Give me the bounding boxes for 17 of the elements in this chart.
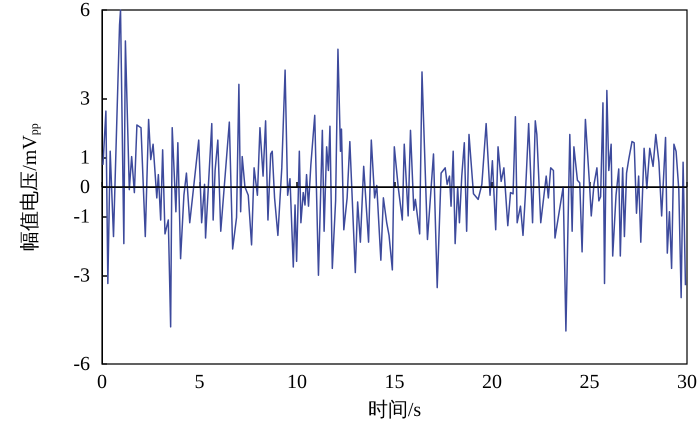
y-tick-label: 6 (80, 0, 90, 21)
y-axis-title: 幅值电压/mVpp (19, 123, 41, 251)
y-tick-label: -6 (73, 353, 90, 375)
line-series (102, 9, 686, 332)
x-axis-title: 时间/s (368, 399, 422, 421)
x-tick-label: 0 (97, 371, 107, 393)
y-tick-label: 3 (80, 88, 90, 110)
x-tick-label: 10 (287, 371, 307, 393)
x-tick-label: 30 (677, 371, 697, 393)
y-tick-label: 0 (80, 176, 90, 198)
x-tick-label: 20 (482, 371, 502, 393)
x-tick-label: 5 (194, 371, 204, 393)
x-tick-label: 15 (384, 371, 404, 393)
y-tick-label: -3 (73, 264, 90, 286)
y-tick-label: -1 (73, 206, 90, 228)
x-tick-label: 25 (580, 371, 600, 393)
y-tick-label: 1 (80, 146, 90, 168)
